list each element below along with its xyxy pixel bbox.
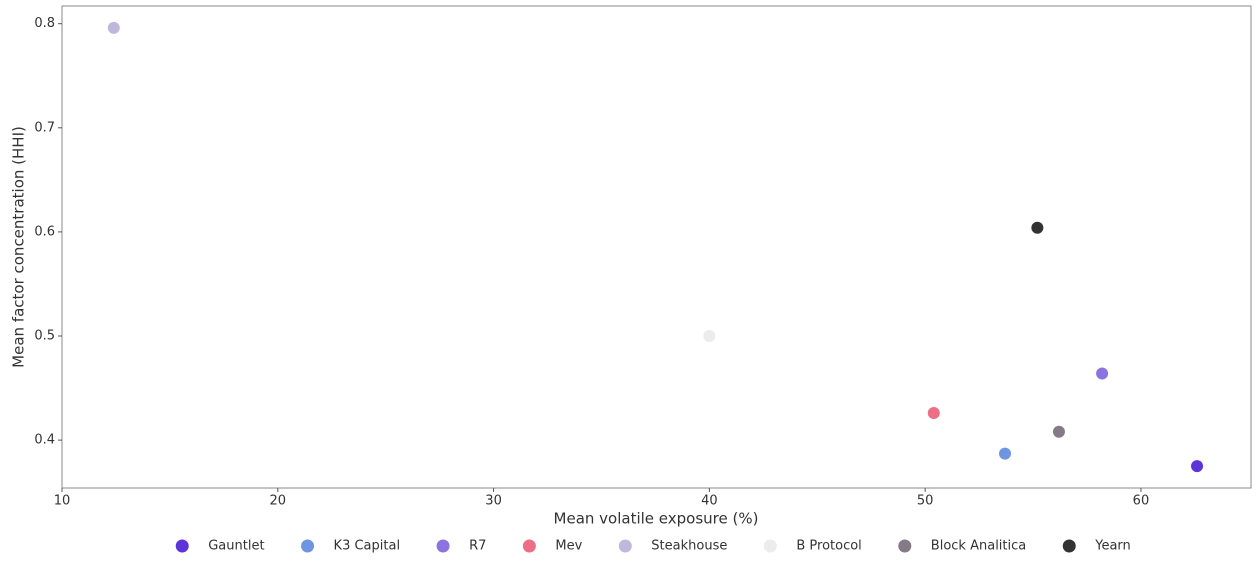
x-tick-label: 10 bbox=[54, 494, 71, 509]
legend-label: Gauntlet bbox=[208, 539, 264, 554]
point bbox=[999, 447, 1011, 460]
legend-label: K3 Capital bbox=[334, 539, 401, 554]
y-tick-label: 0.8 bbox=[34, 16, 55, 31]
x-tick-label: 30 bbox=[485, 494, 502, 509]
point bbox=[1031, 221, 1044, 234]
x-tick-label: 20 bbox=[270, 494, 287, 509]
legend-marker bbox=[522, 539, 536, 553]
y-tick-label: 0.5 bbox=[34, 329, 55, 344]
x-tick-label: 40 bbox=[701, 494, 718, 509]
legend-marker bbox=[301, 539, 315, 553]
legend-marker bbox=[1062, 539, 1076, 553]
legend-marker bbox=[898, 539, 912, 553]
legend-label: R7 bbox=[469, 539, 486, 554]
point bbox=[927, 407, 940, 420]
legend-marker bbox=[763, 539, 777, 553]
point bbox=[1191, 460, 1204, 473]
y-tick-label: 0.4 bbox=[34, 433, 55, 448]
y-tick-label: 0.6 bbox=[34, 224, 55, 239]
legend-label: Block Analitica bbox=[931, 539, 1026, 554]
x-tick-label: 50 bbox=[917, 494, 934, 509]
point bbox=[703, 330, 716, 343]
legend-label: B Protocol bbox=[796, 539, 861, 554]
x-tick-label: 60 bbox=[1133, 494, 1150, 509]
point bbox=[107, 21, 120, 34]
point bbox=[1052, 425, 1065, 438]
legend-label: Steakhouse bbox=[651, 539, 727, 554]
y-tick-label: 0.7 bbox=[34, 120, 55, 135]
plot-frame bbox=[61, 5, 1252, 489]
legend-marker bbox=[175, 539, 189, 553]
legend-label: Mev bbox=[555, 539, 582, 554]
legend-marker bbox=[618, 539, 632, 553]
legend-marker bbox=[436, 539, 450, 553]
y-axis-title: Mean factor concentration (HHI) bbox=[10, 126, 28, 368]
legend-label: Yearn bbox=[1094, 539, 1131, 554]
x-axis-title: Mean volatile exposure (%) bbox=[554, 510, 759, 528]
point bbox=[1096, 367, 1109, 380]
